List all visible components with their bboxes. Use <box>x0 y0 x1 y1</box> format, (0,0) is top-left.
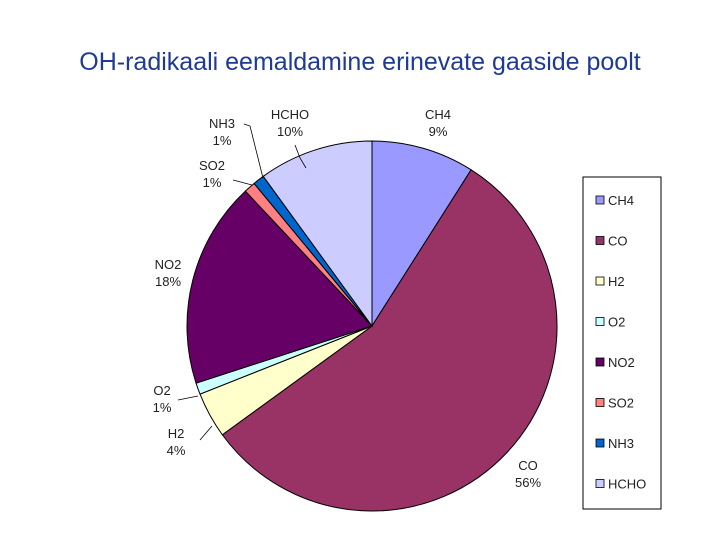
legend-swatch-ch4 <box>595 195 605 205</box>
legend-swatch-hcho <box>595 479 605 488</box>
legend-frame <box>582 176 662 510</box>
slice-label-name-so2: SO2 <box>199 158 225 173</box>
pie-slice-ch4 <box>371 140 472 328</box>
slice-label-name-no2: NO2 <box>155 257 182 272</box>
slice-label-name-o2: O2 <box>153 383 170 398</box>
slice-label-name-nh3: NH3 <box>209 116 235 131</box>
slice-labels: CH4 9% CO 56% H2 4% O2 1% NO2 18% SO2 1% NH3 1% HCHO 10… <box>153 107 542 490</box>
slice-label-value-nh3: 1% <box>213 133 232 148</box>
legend: CH4 CO H2 O2 NO2 SO2 NH3 HCHO <box>582 176 662 510</box>
legend-swatch-nh3 <box>595 438 605 448</box>
pie-slices <box>186 140 558 512</box>
slice-label-value-so2: 1% <box>203 175 222 190</box>
legend-label-so2: SO2 <box>608 396 634 411</box>
leader-line-hcho <box>294 144 307 169</box>
slice-label-name-ch4: CH4 <box>425 107 451 122</box>
slice-label-name-hcho: HCHO <box>271 107 309 122</box>
legend-label-hcho: HCHO <box>608 477 646 492</box>
pie-slice-no2 <box>186 190 373 384</box>
slice-label-name-co: CO <box>518 458 538 473</box>
slice-label-value-no2: 18% <box>155 274 181 289</box>
slice-label-value-ch4: 9% <box>429 124 448 139</box>
legend-label-nh3: NH3 <box>608 436 634 451</box>
slice-label-value-co: 56% <box>515 475 541 490</box>
pie-slice-co <box>221 169 558 512</box>
leader-line-so2 <box>232 179 253 186</box>
slice-label-value-o2: 1% <box>153 400 172 415</box>
pie-slice-hcho <box>262 140 373 328</box>
leader-line-nh3 <box>243 123 264 179</box>
legend-swatch-no2 <box>595 357 605 367</box>
legend-label-h2: H2 <box>608 274 625 289</box>
legend-swatch-so2 <box>595 398 605 407</box>
leader-lines <box>177 123 307 441</box>
legend-swatch-o2 <box>595 317 605 326</box>
leader-line-o2 <box>177 395 199 401</box>
leader-line-h2 <box>199 425 213 441</box>
chart-title: OH-radikaali eemaldamine erinevate gaasi… <box>79 48 641 76</box>
legend-label-ch4: CH4 <box>608 193 634 208</box>
legend-label-co: CO <box>608 234 628 249</box>
legend-swatch-co <box>595 236 605 245</box>
legend-label-o2: O2 <box>608 315 625 330</box>
slice-label-name-h2: H2 <box>168 426 185 441</box>
slice-label-value-h2: 4% <box>167 443 186 458</box>
legend-label-no2: NO2 <box>608 355 635 370</box>
slice-label-value-hcho: 10% <box>277 124 303 139</box>
legend-swatch-h2 <box>595 276 605 286</box>
